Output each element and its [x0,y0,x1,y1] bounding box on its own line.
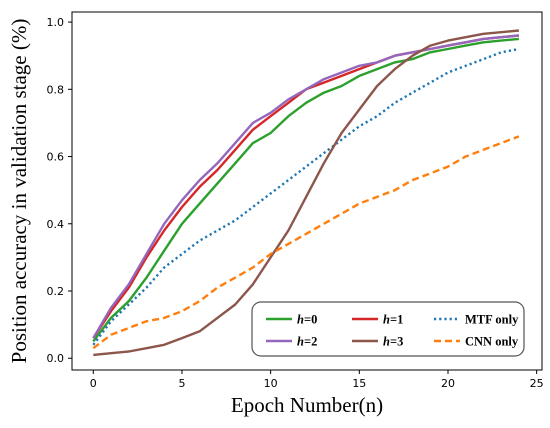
x-tick-label: 0 [90,377,97,390]
series-line-5 [92,135,520,350]
y-tick-label: 1.0 [47,16,65,29]
x-axis-label: Epoch Number(n) [231,393,383,417]
x-tick-label: 20 [441,377,455,390]
legend-label-rest: =0 [304,313,317,327]
legend-label-rest: =1 [390,313,403,327]
x-tick-label: 10 [264,377,278,390]
y-tick-label: 0.8 [47,83,65,96]
legend-label-main: MTF only [465,313,519,327]
y-tick-label: 0.6 [47,151,65,164]
x-tick-label: 5 [178,377,185,390]
series-line-0 [92,37,520,343]
legend-label-main: h [383,335,390,349]
legend-box [251,301,525,357]
series-line-4 [93,29,520,357]
legend-label-main: h [297,335,304,349]
series-line-1 [92,34,520,339]
legend-label-3: h=2 [297,335,317,349]
legend-label-1: h=1 [383,313,403,327]
x-tick-label: 25 [530,377,544,390]
legend-label-rest: =3 [390,335,403,349]
y-axis-label: Position accuracy in validation stage (%… [7,19,31,364]
series-line-3 [92,34,520,339]
plot-frame [71,11,543,371]
legend-label-main: h [297,313,304,327]
legend-label-2: MTF only [465,313,519,327]
legend-label-main: h [383,313,390,327]
legend-label-5: CNN only [465,335,519,349]
y-tick-label: 0.2 [47,285,65,298]
y-tick-label: 0.0 [47,352,65,365]
legend-label-0: h=0 [297,313,317,327]
series-layer [92,29,520,357]
legend-label-main: CNN only [465,335,519,349]
y-axis-ticks: 0.0 0.2 0.4 0.6 0.8 1.0 [47,16,72,365]
x-axis-ticks: 0 5 10 15 20 25 [90,370,544,390]
x-tick-label: 15 [352,377,366,390]
legend-label-rest: =2 [304,335,317,349]
series-line-2 [92,47,520,346]
legend-label-4: h=3 [383,335,403,349]
y-tick-label: 0.4 [47,218,65,231]
